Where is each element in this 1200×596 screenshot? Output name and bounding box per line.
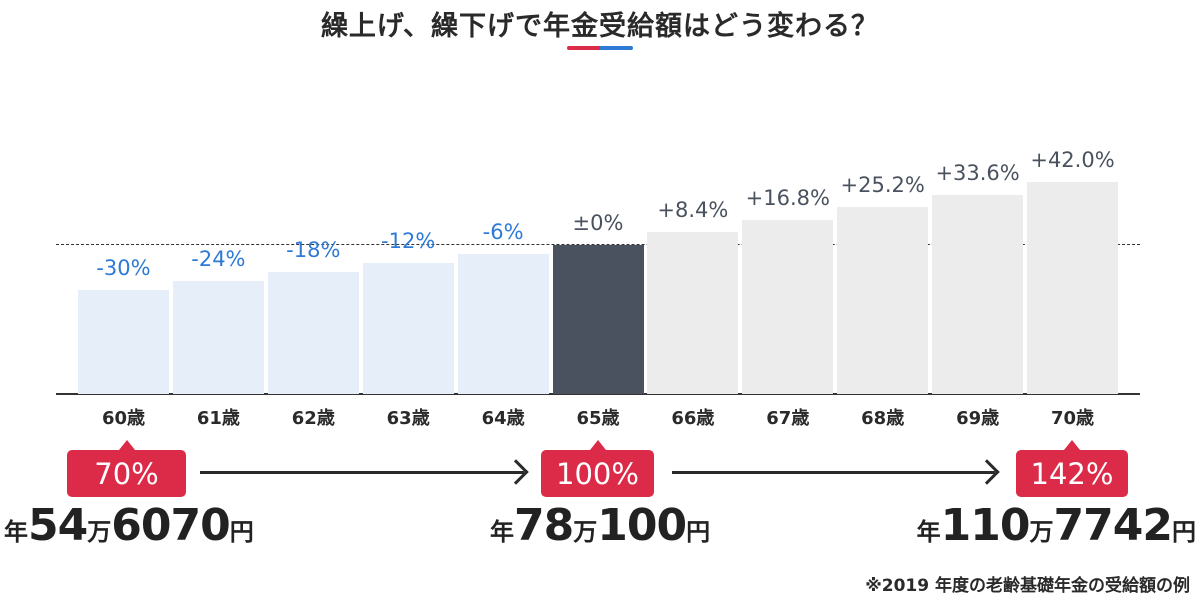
bar-chart: -30% -24% -18% -12% -6% ±0% +8.4% +16.8% +25.2% +…: [56, 148, 1140, 395]
x-tick-label: 62歳: [291, 408, 335, 429]
bar-value-label: -12%: [381, 228, 436, 253]
chart-title: 繰上げ、繰下げで年金受給額はどう変わる？: [320, 11, 880, 42]
x-tick-label: 65歳: [576, 408, 620, 429]
accent-blue: [600, 46, 633, 50]
arrow-right-icon: [672, 471, 995, 474]
pension-amount: 年78万100円: [490, 500, 711, 551]
x-tick-label: 64歳: [481, 408, 525, 429]
bar-61歳: [172, 280, 264, 394]
bar-value-label: -24%: [191, 246, 246, 271]
bar-value-label: +33.6%: [935, 160, 1020, 185]
title-accent-line: [567, 46, 633, 50]
x-tick-label: 69歳: [956, 408, 1000, 429]
bar-68歳: [837, 207, 929, 394]
x-tick-label: 68歳: [861, 408, 905, 429]
bar-value-label: ±0%: [572, 211, 624, 235]
bar-value-label: +16.8%: [745, 185, 830, 210]
bar-value-label: -30%: [96, 255, 151, 280]
bar-66歳: [647, 232, 739, 394]
x-tick-label: 70歳: [1050, 408, 1095, 429]
ratio-badge: 142%: [1016, 440, 1128, 497]
x-tick-label: 67歳: [766, 408, 810, 429]
bar-60歳: [78, 289, 169, 394]
bar-value-label: -18%: [286, 237, 341, 262]
bar-64歳: [457, 253, 549, 394]
ratio-badge: 70%: [67, 440, 186, 497]
pension-amount: 年54万6070円: [4, 500, 254, 551]
x-tick-label: 66歳: [671, 408, 715, 429]
bar-value-label: +25.2%: [840, 173, 925, 198]
arrow-right-icon: [200, 471, 524, 474]
footnote: ※2019 年度の老齢基礎年金の受給額の例: [865, 576, 1190, 596]
x-tick-label: 63歳: [386, 408, 430, 429]
bar-value-label: +8.4%: [657, 198, 729, 223]
bar-62歳: [267, 271, 359, 394]
ratio-badge: 100%: [541, 440, 654, 497]
bar-65歳: [552, 245, 644, 394]
bar-70歳: [1027, 182, 1118, 394]
bar-63歳: [362, 262, 454, 394]
bar-67歳: [742, 219, 834, 394]
bar-69歳: [932, 194, 1024, 394]
accent-red: [567, 46, 600, 50]
x-axis-line: [56, 393, 1140, 395]
pension-amount: 年110万7742円: [916, 500, 1196, 551]
bar-value-label: +42.0%: [1030, 148, 1115, 173]
bar-value-label: -6%: [482, 219, 524, 244]
x-tick-label: 60歳: [101, 408, 146, 429]
x-tick-label: 61歳: [196, 408, 240, 429]
reference-line-100: [56, 244, 1140, 245]
